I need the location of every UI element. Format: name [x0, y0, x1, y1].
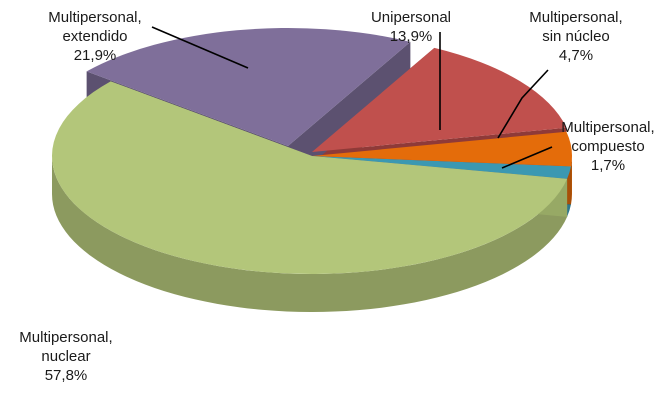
pie-slice-4: [312, 156, 571, 179]
slice-labels: Multipersonal, nuclear 57,8% Multipersonal,…: [19, 9, 654, 384]
slice-label: Multipersonal, sin núcleo 4,7%: [529, 9, 622, 64]
slice-label: Multipersonal, compuesto 1,7%: [561, 119, 654, 174]
slice-label: Unipersonal 13,9%: [371, 9, 451, 45]
slice-label: Multipersonal, extendido 21,9%: [48, 9, 141, 64]
leader-line: [151, 26, 249, 69]
slice-wall: [52, 156, 568, 313]
leader-line: [501, 146, 553, 169]
leader-lines: [151, 26, 553, 169]
pie-slice-3: [312, 131, 572, 167]
leader-line: [497, 69, 549, 139]
slice-wall: [570, 156, 572, 205]
slice-label: Multipersonal, nuclear 57,8%: [19, 329, 112, 384]
pie-slice-1: [86, 28, 411, 146]
slice-tops: [51, 28, 572, 274]
pie-slice-0: [51, 81, 568, 274]
